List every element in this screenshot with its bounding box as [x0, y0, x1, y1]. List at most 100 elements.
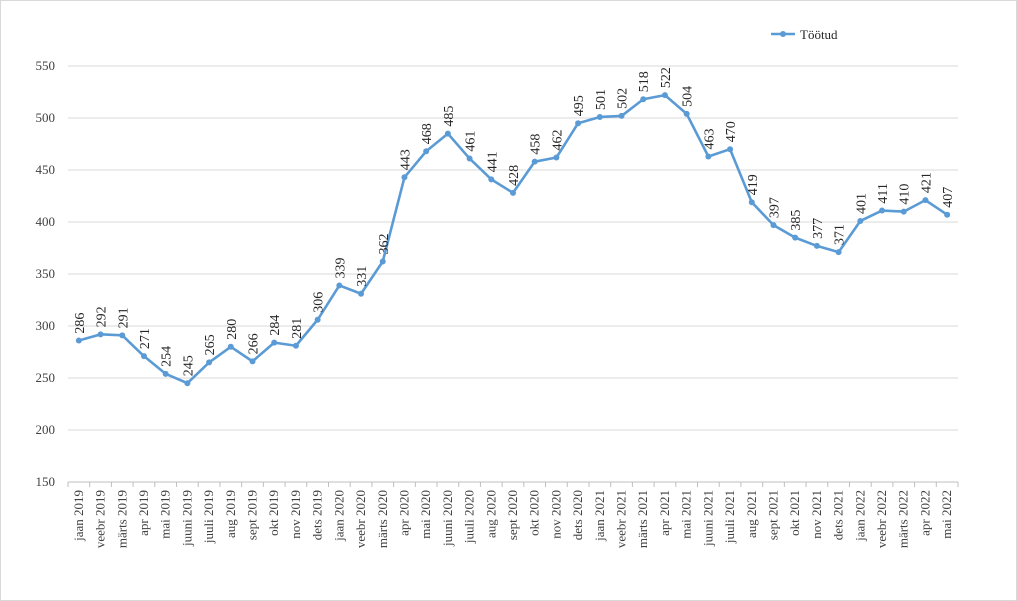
data-point	[510, 189, 516, 196]
y-tick-label: 250	[36, 370, 56, 385]
x-tick-label: märts 2020	[375, 490, 390, 548]
data-point	[119, 332, 126, 339]
data-label: 502	[616, 88, 631, 109]
data-point	[531, 158, 538, 165]
x-tick-label: mai 2020	[418, 490, 433, 539]
data-point	[640, 96, 647, 103]
data-label: 458	[529, 134, 544, 155]
data-label: 410	[898, 184, 913, 205]
x-tick-label: märts 2021	[635, 490, 650, 548]
data-point	[466, 155, 473, 162]
data-label: 266	[247, 333, 262, 354]
data-point	[162, 370, 169, 377]
data-point	[770, 222, 777, 229]
x-tick-label: nov 2020	[548, 490, 563, 539]
data-label: 385	[789, 210, 804, 231]
x-tick-label: jaan 2022	[852, 490, 867, 542]
data-point	[292, 342, 299, 349]
data-point	[900, 208, 907, 215]
data-point	[97, 331, 104, 338]
data-label: 254	[160, 346, 175, 367]
data-label: 495	[572, 95, 587, 116]
data-label: 485	[442, 106, 457, 127]
data-label: 401	[854, 193, 869, 214]
data-label: 331	[355, 266, 370, 287]
x-tick-label: apr 2022	[917, 490, 932, 536]
y-tick-label: 400	[36, 214, 56, 229]
x-tick-label: okt 2019	[266, 490, 281, 536]
y-tick-label: 550	[36, 58, 56, 73]
y-tick-label: 500	[36, 110, 56, 125]
y-tick-label: 300	[36, 318, 56, 333]
data-label: 522	[659, 67, 674, 88]
x-tick-label: märts 2022	[896, 490, 911, 548]
x-tick-label: juuni 2021	[700, 490, 715, 547]
x-tick-label: apr 2020	[396, 490, 411, 536]
x-tick-label: juuni 2020	[440, 490, 455, 547]
x-tick-label: dets 2019	[310, 490, 325, 540]
data-label: 461	[464, 131, 479, 152]
x-tick-label: juuli 2020	[462, 490, 477, 544]
data-point	[661, 92, 668, 99]
series-toetud	[75, 92, 951, 387]
x-axis	[67, 481, 959, 487]
x-tick-label: veebr 2022	[874, 490, 889, 548]
data-label: 462	[550, 130, 565, 151]
data-point	[336, 282, 343, 289]
data-label: 377	[811, 218, 826, 239]
data-point	[314, 316, 321, 323]
legend: Töötud	[771, 27, 838, 42]
data-label: 362	[377, 234, 392, 255]
x-tick-label: okt 2020	[527, 490, 542, 536]
data-point	[553, 154, 560, 161]
data-label: 407	[941, 187, 956, 208]
data-labels: 286 292 291 271 254 245 265 280 266 284 281 306 339 3…	[73, 67, 956, 376]
data-label: 470	[724, 121, 739, 142]
x-tick-label: jaan 2020	[331, 490, 346, 542]
data-label: 292	[95, 306, 110, 327]
data-point	[857, 217, 864, 224]
data-point	[813, 242, 820, 249]
x-tick-label: sept 2021	[765, 490, 780, 540]
x-axis-tick-labels: jaan 2019 veebr 2019 märts 2019 apr 2019 mai…	[71, 490, 954, 548]
data-label: 501	[594, 89, 609, 110]
y-axis-tick-labels: 150 200 250 300 350 400 450 500 550	[36, 58, 56, 489]
data-point	[488, 176, 495, 183]
x-tick-label: juuni 2019	[179, 490, 194, 547]
legend-point-marker	[780, 31, 786, 37]
data-label: 463	[702, 128, 717, 149]
data-point	[227, 343, 234, 350]
data-label: 339	[333, 257, 348, 278]
data-point	[727, 146, 734, 153]
gridlines	[68, 65, 958, 431]
data-point	[271, 339, 278, 346]
data-point	[683, 110, 690, 117]
x-tick-label: veebr 2020	[353, 490, 368, 548]
data-point	[835, 249, 842, 256]
x-tick-label: nov 2019	[288, 490, 303, 539]
x-tick-label: jaan 2019	[71, 490, 86, 542]
data-label: 397	[767, 197, 782, 218]
x-tick-label: mai 2019	[158, 490, 173, 539]
data-point	[249, 358, 256, 365]
x-tick-label: veebr 2021	[614, 490, 629, 548]
y-tick-label: 150	[36, 474, 56, 489]
data-point	[423, 148, 430, 155]
data-label: 265	[203, 334, 218, 355]
x-tick-label: aug 2019	[223, 490, 238, 538]
x-tick-label: juuli 2021	[722, 490, 737, 544]
data-label: 291	[116, 307, 131, 328]
data-label: 468	[420, 123, 435, 144]
data-point	[922, 197, 929, 204]
data-point	[596, 113, 603, 120]
data-label: 421	[919, 172, 934, 193]
data-label: 280	[225, 319, 240, 340]
x-tick-label: okt 2021	[787, 490, 802, 536]
x-tick-label: dets 2020	[570, 490, 585, 540]
x-tick-label: mai 2021	[679, 490, 694, 539]
y-tick-label: 350	[36, 266, 56, 281]
data-label: 271	[138, 328, 153, 349]
data-label: 428	[507, 165, 522, 186]
data-point	[705, 153, 712, 160]
